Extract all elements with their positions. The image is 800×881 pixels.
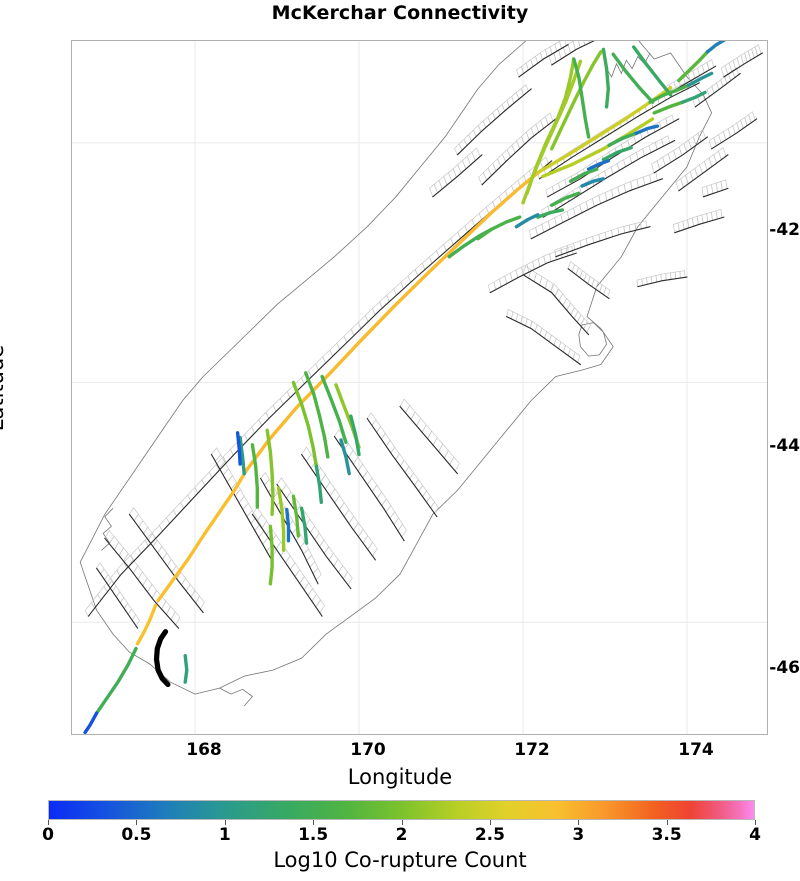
colorbar-tick-2 — [401, 820, 403, 825]
connection-line-47[interactable] — [514, 213, 540, 229]
connection-line-24[interactable] — [536, 208, 565, 219]
map-plot-area[interactable] — [71, 40, 768, 735]
connection-line-40[interactable] — [299, 506, 309, 545]
connection-line-32[interactable] — [265, 428, 275, 516]
colorbar-tick-1 — [224, 820, 226, 825]
connection-line-44[interactable] — [183, 654, 189, 684]
colorbar-tick-label-3_5: 3.5 — [651, 825, 682, 845]
connection-line-36[interactable] — [276, 486, 286, 552]
connection-line-14[interactable] — [681, 90, 707, 104]
connection-line-39[interactable] — [268, 524, 274, 586]
connection-line-27[interactable] — [320, 374, 348, 445]
colorbar-tick-3 — [578, 820, 580, 825]
colorbar-tick-label-0: 0 — [42, 825, 54, 845]
connection-line-15[interactable] — [677, 50, 710, 83]
connection-line-30[interactable] — [339, 438, 351, 476]
connection-line-33[interactable] — [250, 443, 259, 509]
connection-line-1[interactable] — [244, 169, 542, 473]
y-axis-label: Latitude — [0, 344, 8, 432]
colorbar-tick-label-1_5: 1.5 — [298, 825, 329, 845]
connection-line-19[interactable] — [601, 145, 633, 162]
colorbar-label: Log10 Co-rupture Count — [273, 848, 527, 872]
fault-trace-lines — [87, 41, 763, 629]
colorbar-tick-3_5 — [666, 820, 668, 825]
connection-line-23[interactable] — [580, 177, 606, 188]
connection-line-37[interactable] — [291, 494, 300, 538]
connection-line-38[interactable] — [285, 507, 291, 543]
connection-line-35[interactable] — [235, 431, 242, 466]
colorbar-gradient — [49, 801, 754, 819]
colorbar-tick-label-1: 1 — [218, 825, 231, 845]
colorbar-tick-1_5 — [313, 820, 315, 825]
connection-line-6[interactable] — [550, 50, 603, 151]
colorbar-tick-label-3: 3 — [572, 825, 585, 845]
colorbar-tick-label-0_5: 0.5 — [121, 825, 152, 845]
colorbar-tick-0_5 — [136, 820, 138, 825]
chart-title: McKerchar Connectivity — [271, 2, 529, 24]
x-tick-label-168: 168 — [186, 740, 222, 760]
connection-line-10[interactable] — [632, 45, 673, 97]
connection-line-3[interactable] — [541, 117, 655, 179]
connection-line-41[interactable] — [135, 603, 158, 646]
connection-line-34[interactable] — [238, 435, 246, 476]
connection-line-29[interactable] — [349, 414, 361, 457]
connection-line-18[interactable] — [634, 124, 660, 135]
connection-line-5[interactable] — [521, 59, 583, 205]
x-tick-label-172: 172 — [514, 740, 550, 760]
connection-line-9[interactable] — [611, 52, 655, 104]
x-axis-label: Longitude — [347, 765, 453, 789]
connection-line-17[interactable] — [607, 131, 638, 147]
connection-line-12[interactable] — [686, 71, 714, 87]
connection-line-46[interactable] — [476, 215, 522, 241]
x-tick-label-174: 174 — [678, 740, 714, 760]
connection-line-42[interactable] — [94, 646, 138, 715]
connection-line-25[interactable] — [304, 371, 330, 459]
connection-line-20[interactable] — [586, 159, 610, 171]
connection-line-0[interactable] — [156, 469, 248, 603]
source-fault-mckerchar[interactable] — [153, 629, 171, 688]
connection-line-26[interactable] — [291, 380, 319, 469]
connection-line-31[interactable] — [314, 464, 323, 504]
connection-line-11[interactable] — [648, 83, 691, 104]
connection-line-21[interactable] — [568, 167, 599, 183]
connection-line-16[interactable] — [705, 41, 726, 54]
colorbar[interactable] — [48, 800, 755, 820]
connection-line-13[interactable] — [652, 100, 685, 115]
x-tick-label-170: 170 — [350, 740, 386, 760]
connection-line-43[interactable] — [83, 711, 99, 734]
colorbar-tick-label-4: 4 — [749, 825, 761, 845]
colorbar-tick-label-2: 2 — [395, 825, 408, 845]
map-svg — [72, 41, 767, 734]
y-tick-label-minus46: -46 — [769, 658, 800, 678]
grid-lines — [72, 41, 767, 734]
colorbar-tick-2_5 — [489, 820, 491, 825]
connected-fault-lines[interactable] — [83, 41, 726, 734]
connection-line-8[interactable] — [601, 47, 610, 109]
colorbar-tick-0 — [48, 820, 49, 825]
fault-section-polygons — [84, 41, 762, 627]
connection-line-7[interactable] — [572, 57, 591, 139]
y-tick-label-minus42: -42 — [769, 220, 800, 240]
connection-line-22[interactable] — [550, 191, 581, 207]
colorbar-tick-4 — [755, 820, 756, 825]
y-tick-label-minus44: -44 — [769, 436, 800, 456]
source-fault-highlight[interactable] — [153, 629, 171, 688]
colorbar-tick-label-2_5: 2.5 — [474, 825, 505, 845]
